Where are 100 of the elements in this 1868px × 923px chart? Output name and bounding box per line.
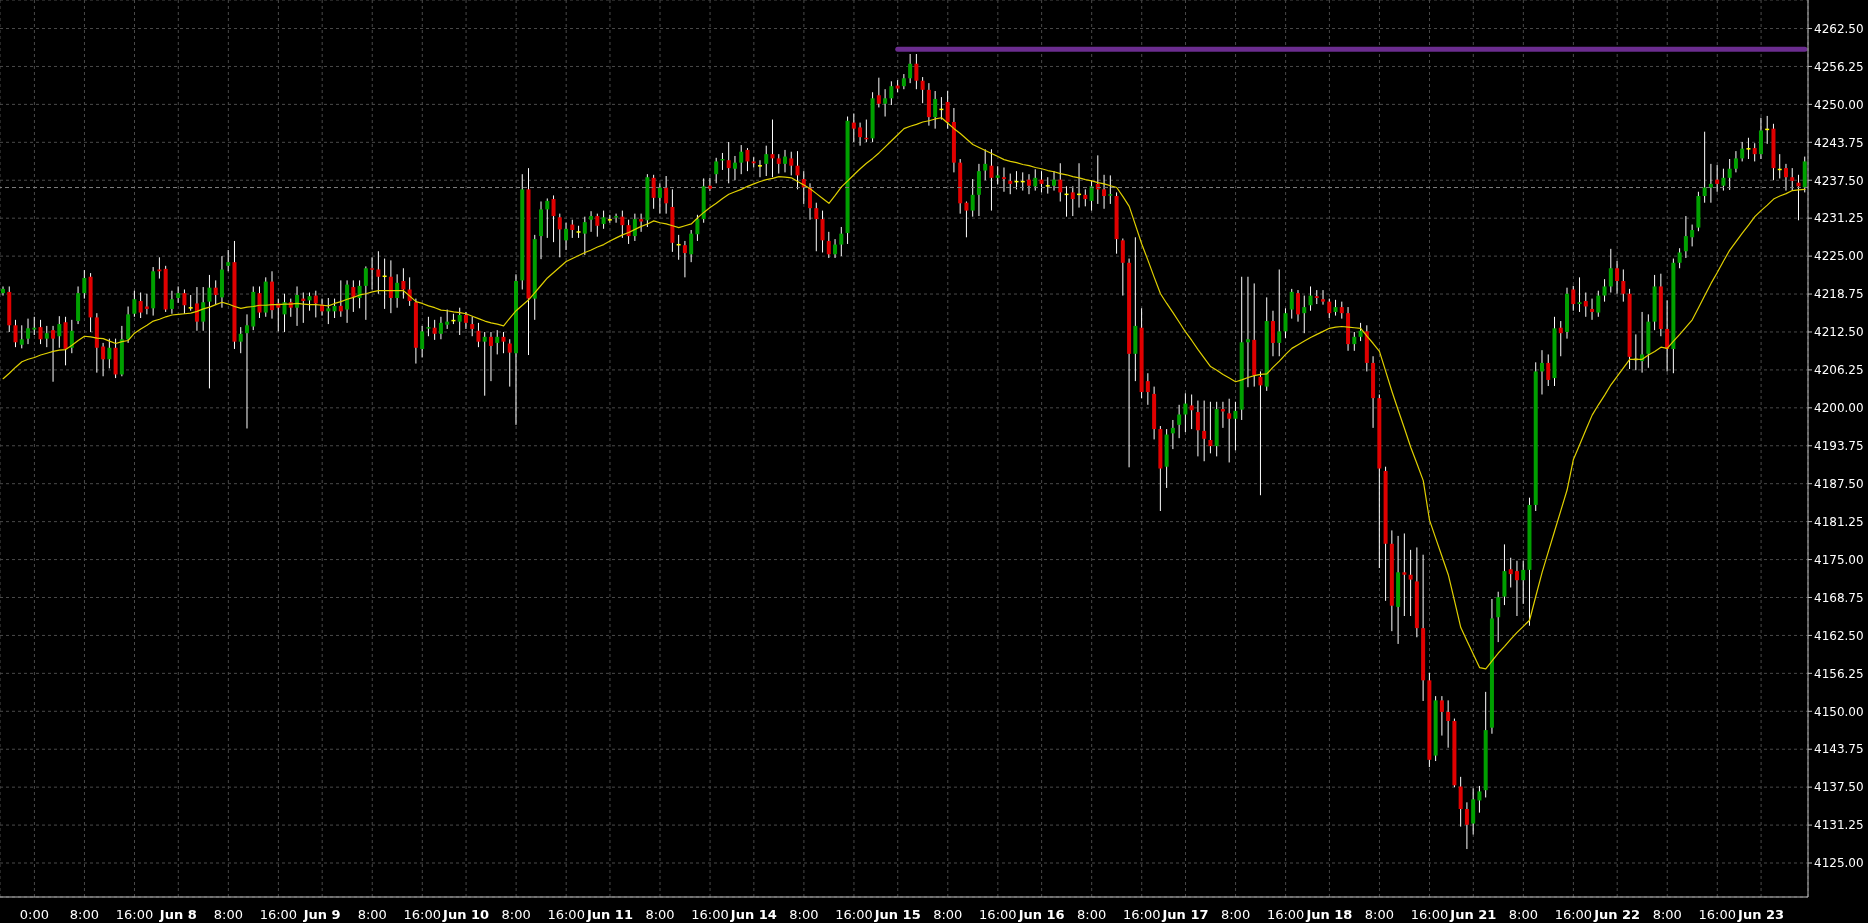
candlestick (1439, 695, 1444, 737)
candlestick (107, 338, 112, 369)
candlestick (1327, 298, 1332, 319)
candlestick (351, 279, 356, 313)
candlestick (1102, 174, 1107, 210)
y-tick-label: 4137.50 (1814, 780, 1864, 795)
candlestick (1358, 322, 1363, 342)
candlestick (1302, 295, 1307, 334)
candlestick (476, 322, 481, 348)
candlestick (883, 88, 888, 118)
candlestick (582, 216, 587, 256)
candlestick (1783, 163, 1788, 192)
candlestick (945, 90, 950, 130)
x-tick-label: 16:00 (403, 907, 442, 922)
candlestick (933, 90, 938, 130)
candlestick (69, 319, 74, 354)
y-tick-label: 4131.25 (1814, 818, 1864, 833)
candlestick (589, 210, 594, 233)
candlestick (482, 331, 487, 397)
candlestick (789, 151, 794, 176)
candlestick (388, 259, 393, 314)
candlestick (1602, 278, 1607, 303)
x-tick-label: 16:00 (1123, 907, 1161, 922)
candlestick (1583, 292, 1588, 318)
candlestick (1514, 560, 1519, 617)
x-tick-label: 16:00 (547, 907, 585, 922)
candlestick (795, 150, 800, 190)
candlestick (1621, 268, 1626, 303)
candlestick (776, 153, 781, 175)
candlestick (783, 149, 788, 173)
candlestick (326, 297, 331, 325)
y-tick-label: 4187.50 (1814, 476, 1864, 491)
candlestick (664, 175, 669, 215)
x-tick-label: 0:00 (19, 907, 50, 922)
candlestick (101, 342, 106, 377)
candlestick (620, 210, 625, 239)
y-tick-label: 4200.00 (1814, 401, 1864, 416)
candlestick (1177, 404, 1182, 439)
candlestick (1120, 238, 1125, 297)
y-tick-label: 4250.00 (1814, 97, 1864, 112)
candlestick (1715, 164, 1720, 193)
candlestick (13, 319, 18, 348)
candlestick (770, 119, 775, 178)
candlestick (657, 182, 662, 215)
candlestick (995, 165, 1000, 185)
candlestick (332, 298, 337, 319)
candlestick (470, 316, 475, 337)
x-tick-label: Jun 18 (1305, 907, 1353, 922)
candlestick (1045, 176, 1050, 195)
candlestick (1571, 285, 1576, 312)
x-tick-label: 16:00 (1554, 907, 1593, 922)
candlestick (1683, 215, 1688, 259)
y-tick-label: 4262.50 (1814, 21, 1864, 36)
candlestick (295, 285, 300, 327)
y-tick-label: 4206.25 (1814, 363, 1864, 378)
candlestick (1590, 298, 1595, 321)
candlestick (276, 298, 281, 332)
candlestick (1296, 289, 1300, 323)
candlestick (745, 147, 750, 172)
candlestick (976, 163, 981, 217)
candlestick (1108, 174, 1113, 205)
candlestick (495, 329, 500, 355)
x-tick-label: Jun 14 (729, 907, 777, 922)
x-tick-label: 16:00 (835, 907, 873, 922)
x-tick-label: Jun 23 (1737, 907, 1785, 922)
x-tick-label: Jun 15 (873, 907, 921, 922)
candlestick (1283, 307, 1288, 339)
candlestick (714, 157, 719, 184)
candlestick (695, 214, 700, 242)
candlestick (1446, 699, 1451, 749)
candlestick (1521, 560, 1526, 605)
x-tick-label: Jun 10 (442, 907, 490, 922)
candlestick (238, 326, 243, 354)
candlestick (370, 256, 375, 290)
candlestick (1039, 170, 1044, 193)
candlestick (1033, 168, 1038, 192)
candlestick (1195, 400, 1200, 457)
x-tick-label: 8:00 (1364, 907, 1395, 922)
candlestick (1790, 167, 1795, 192)
candlestick (26, 318, 31, 345)
candlestick (970, 178, 975, 218)
candlestick (1277, 268, 1282, 357)
candlestick (445, 309, 450, 330)
candlestick (244, 313, 249, 429)
y-tick-label: 4225.00 (1814, 249, 1864, 264)
candlestick (38, 319, 43, 345)
candlestick (739, 144, 744, 175)
candlestick (132, 290, 137, 318)
x-tick-label: 8:00 (501, 907, 531, 922)
candlestick (595, 213, 600, 238)
candlestick (1677, 247, 1682, 269)
candlestick (1170, 419, 1175, 450)
x-tick-label: 8:00 (645, 907, 675, 922)
x-tick-label: 8:00 (1652, 907, 1682, 922)
candlestick (1189, 393, 1194, 430)
x-tick-label: 8:00 (357, 907, 387, 922)
candlestick (1740, 141, 1745, 162)
candlestick (1008, 173, 1013, 195)
candlestick (914, 53, 919, 90)
candlestick (1026, 173, 1031, 195)
